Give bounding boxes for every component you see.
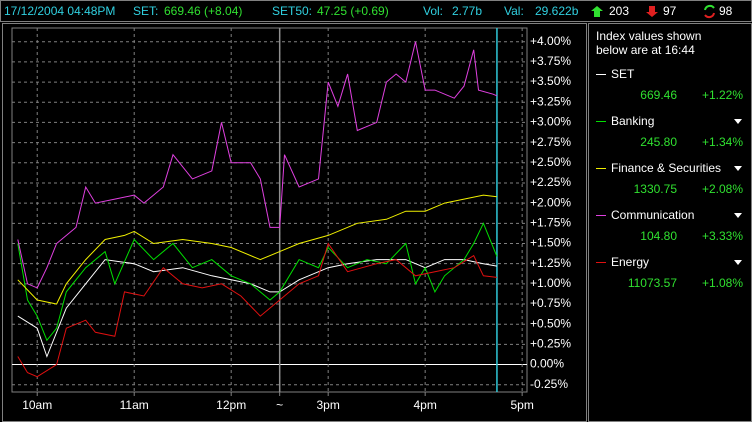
down-arrow <box>646 6 658 17</box>
plot-area <box>11 27 528 393</box>
y-tick-label: +3.50% <box>530 74 571 88</box>
series-line <box>17 222 498 342</box>
legend-name: SET <box>611 67 635 81</box>
y-tick-label: +2.00% <box>530 195 571 209</box>
y-tick-label: -0.25% <box>530 377 568 391</box>
series-line <box>17 242 497 378</box>
y-tick-label: +2.75% <box>530 135 571 149</box>
series-line <box>17 41 498 289</box>
legend-swatch <box>596 168 606 169</box>
legend-name: Energy <box>611 255 650 269</box>
y-tick-label: +1.75% <box>530 215 571 229</box>
set-value: 669.46 (+8.04) <box>164 4 243 18</box>
x-tick-label: 12pm <box>216 398 246 412</box>
index-change: +2.08% <box>701 182 743 196</box>
legend-name: Banking <box>611 114 655 128</box>
dropdown[interactable] <box>734 119 742 124</box>
dropdown[interactable] <box>734 166 742 171</box>
x-tick-label: 4pm <box>413 398 436 412</box>
x-tick-label: 11am <box>120 398 149 412</box>
legend-swatch <box>596 74 606 75</box>
legend-panel: Index values shown below are at 16:44 SE… <box>588 23 752 422</box>
y-tick-label: +1.00% <box>530 276 571 290</box>
y-tick-label: 0.00% <box>530 357 564 371</box>
legend-name: Communication <box>611 208 695 222</box>
y-tick-label: +0.50% <box>530 316 571 330</box>
x-tick-label: 5pm <box>510 398 533 412</box>
index-change: +1.22% <box>701 88 743 102</box>
y-tick-label: +2.25% <box>530 175 571 189</box>
index-value: 11073.57 <box>627 276 677 290</box>
cycle-icon <box>704 12 715 19</box>
y-tick-label: +0.75% <box>530 296 571 310</box>
index-change: +1.34% <box>701 135 743 149</box>
index-value: 669.46 <box>640 88 677 102</box>
y-tick-label: +2.50% <box>530 155 571 169</box>
val-label: Val: <box>504 4 524 18</box>
index-value: 245.80 <box>640 135 677 149</box>
vol-label: Vol: <box>423 4 444 18</box>
index-change: +3.33% <box>701 229 743 243</box>
dropdown[interactable] <box>734 213 742 218</box>
cycle-icon <box>704 4 715 11</box>
legend-swatch <box>596 215 606 216</box>
y-tick-label: +1.50% <box>530 236 571 250</box>
legend-swatch <box>596 121 606 122</box>
y-tick-label: +4.00% <box>530 34 571 48</box>
unchanged: 98 <box>719 4 733 18</box>
series-line <box>17 194 497 305</box>
index-change: +1.08% <box>701 276 743 290</box>
y-tick-label: +3.75% <box>530 54 571 68</box>
status-bar: 17/12/2004 04:48PM SET: 669.46 (+8.04) S… <box>0 0 752 22</box>
index-value: 104.80 <box>640 229 677 243</box>
advances: 203 <box>609 4 630 18</box>
set-label: SET: <box>133 4 159 18</box>
up-arrow <box>591 6 603 17</box>
datetime: 17/12/2004 04:48PM <box>4 4 116 18</box>
index-value: 1330.75 <box>633 182 677 196</box>
x-tick-label: 10am <box>22 398 52 412</box>
set50-value: 47.25 (+0.69) <box>317 4 389 18</box>
y-tick-label: +0.25% <box>530 337 571 351</box>
y-tick-label: +3.00% <box>530 115 571 129</box>
val: 29.622b <box>535 4 579 18</box>
x-tick-label: ~ <box>276 398 283 412</box>
legend-note: Index values shown below are at 16:44 <box>596 29 702 57</box>
series-line <box>17 259 497 358</box>
chart: -0.25% 0.00% +0.25% +0.50% +0.75% +1.00% +1.25… <box>11 27 571 412</box>
set50-label: SET50: <box>272 4 313 18</box>
legend-swatch <box>596 262 606 263</box>
y-tick-label: +1.25% <box>530 256 571 270</box>
dropdown[interactable] <box>734 260 742 265</box>
y-tick-label: +3.25% <box>530 94 571 108</box>
vol: 2.77b <box>452 4 483 18</box>
declines: 97 <box>663 4 677 18</box>
legend-name: Finance & Securities <box>611 161 722 175</box>
x-tick-label: 3pm <box>317 398 340 412</box>
